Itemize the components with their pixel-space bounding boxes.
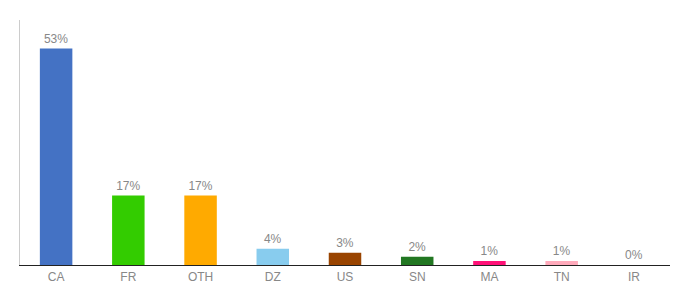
svg-text:17%: 17% xyxy=(116,179,140,193)
svg-text:TN: TN xyxy=(554,270,570,284)
svg-text:US: US xyxy=(337,270,354,284)
svg-text:3%: 3% xyxy=(336,236,354,250)
svg-text:4%: 4% xyxy=(264,232,282,246)
svg-text:FR: FR xyxy=(120,270,136,284)
svg-text:CA: CA xyxy=(48,270,65,284)
svg-text:17%: 17% xyxy=(188,179,212,193)
svg-text:SN: SN xyxy=(409,270,426,284)
svg-text:2%: 2% xyxy=(408,240,426,254)
svg-text:0%: 0% xyxy=(625,248,643,262)
svg-text:OTH: OTH xyxy=(188,270,213,284)
svg-text:1%: 1% xyxy=(553,244,571,258)
svg-text:53%: 53% xyxy=(44,32,68,46)
svg-text:DZ: DZ xyxy=(265,270,281,284)
svg-text:1%: 1% xyxy=(481,244,499,258)
svg-text:IR: IR xyxy=(628,270,640,284)
svg-text:MA: MA xyxy=(480,270,498,284)
